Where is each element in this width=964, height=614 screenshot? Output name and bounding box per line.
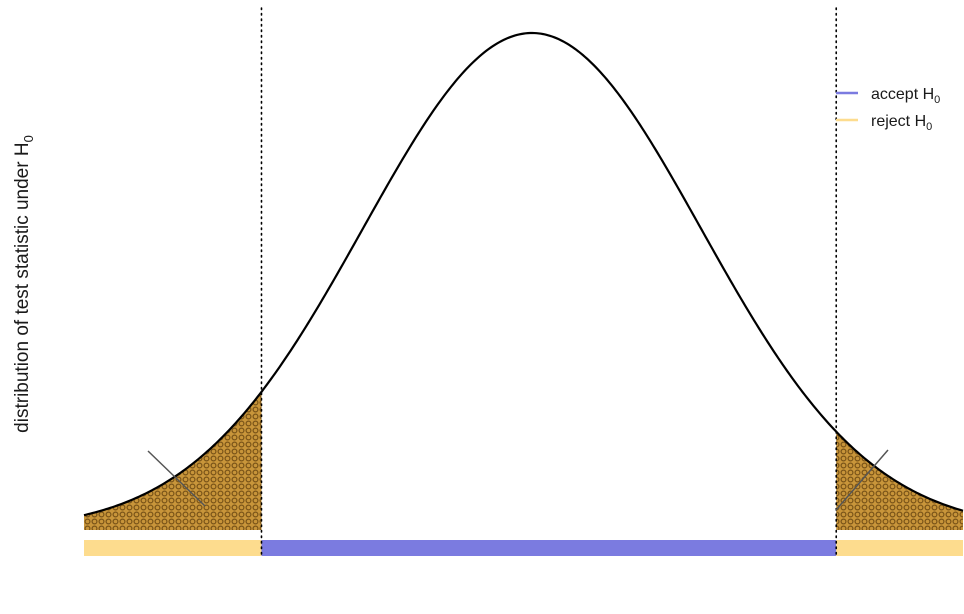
legend-label-text: reject H bbox=[871, 113, 926, 130]
legend-label-1: reject H0 bbox=[871, 113, 932, 133]
legend-label-subscript: 0 bbox=[926, 121, 932, 133]
right-tail-area bbox=[836, 431, 963, 530]
density-curve bbox=[83, 31, 964, 517]
reject-region-left-bar bbox=[84, 540, 262, 556]
legend-label-subscript: 0 bbox=[934, 94, 940, 106]
legend-label-text: accept H bbox=[871, 86, 934, 103]
accept-region-bar bbox=[261, 540, 837, 556]
legend-label-0: accept H0 bbox=[871, 86, 940, 106]
left-tail-area bbox=[84, 391, 262, 530]
y-axis-label-subscript: 0 bbox=[21, 135, 36, 142]
reject-region-right-bar bbox=[836, 540, 963, 556]
y-axis-label: distribution of test statistic under H0 bbox=[12, 135, 36, 433]
right-tail-leader bbox=[835, 449, 889, 511]
y-axis-label-main: distribution of test statistic under H bbox=[12, 142, 33, 432]
left-tail-leader bbox=[147, 450, 206, 507]
